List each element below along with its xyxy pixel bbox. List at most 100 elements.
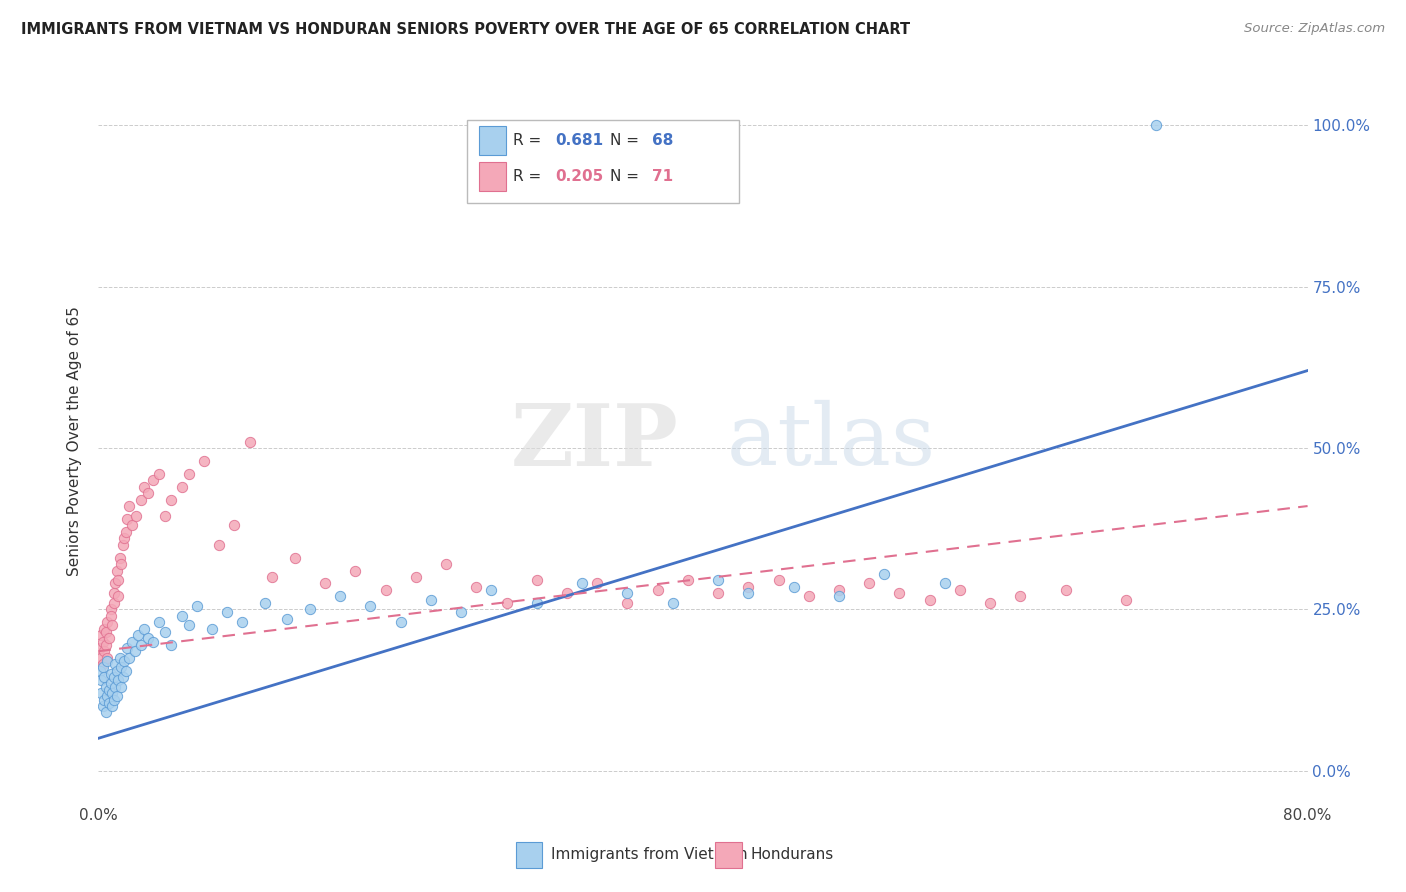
Point [142, 473, 165, 487]
Point [160, 492, 183, 507]
Point [450, 606, 472, 620]
Point [91, 634, 114, 648]
Point [797, 590, 820, 604]
Point [93, 644, 115, 658]
Point [586, 576, 609, 591]
Text: 71: 71 [652, 169, 673, 184]
Point [93, 692, 115, 706]
Text: 68: 68 [652, 133, 673, 148]
Text: Hondurans: Hondurans [751, 847, 834, 863]
Point [101, 618, 124, 632]
Point [107, 673, 129, 688]
Point [160, 638, 183, 652]
Point [98, 696, 121, 710]
Point [526, 596, 548, 610]
Point [103, 670, 125, 684]
Point [434, 557, 457, 571]
Point [104, 576, 127, 591]
Point [571, 576, 593, 591]
Point [124, 644, 146, 658]
Point [768, 573, 790, 587]
Point [114, 524, 136, 539]
Point [132, 480, 155, 494]
Point [153, 624, 176, 639]
Point [737, 586, 759, 600]
Point [231, 615, 253, 630]
Point [112, 531, 135, 545]
Point [132, 622, 155, 636]
Point [105, 664, 128, 678]
Point [90, 628, 112, 642]
Point [239, 434, 262, 449]
Point [110, 557, 132, 571]
Point [93, 670, 115, 684]
Bar [516, 842, 543, 868]
Point [858, 576, 880, 591]
Point [100, 666, 122, 681]
Point [100, 676, 122, 690]
Text: Source: ZipAtlas.com: Source: ZipAtlas.com [1244, 22, 1385, 36]
Point [100, 602, 122, 616]
Point [1010, 590, 1032, 604]
Point [115, 640, 138, 655]
Point [201, 622, 224, 636]
Point [98, 632, 121, 646]
Point [676, 573, 699, 587]
Point [828, 582, 851, 597]
Point [112, 654, 135, 668]
Point [262, 570, 284, 584]
Bar [479, 162, 506, 191]
Point [329, 590, 352, 604]
Text: N =: N = [610, 169, 644, 184]
Point [481, 582, 503, 597]
Point [91, 657, 114, 672]
Point [104, 657, 127, 672]
Point [104, 680, 127, 694]
Point [101, 686, 124, 700]
Point [121, 518, 143, 533]
Point [783, 580, 806, 594]
Point [389, 615, 412, 630]
Point [118, 499, 141, 513]
Point [94, 638, 117, 652]
Point [1115, 592, 1137, 607]
Point [136, 632, 159, 646]
Point [616, 586, 638, 600]
Text: IMMIGRANTS FROM VIETNAM VS HONDURAN SENIORS POVERTY OVER THE AGE OF 65 CORRELATI: IMMIGRANTS FROM VIETNAM VS HONDURAN SENI… [21, 22, 910, 37]
Point [299, 602, 322, 616]
Point [224, 518, 246, 533]
Point [179, 618, 201, 632]
Point [284, 550, 307, 565]
Point [737, 580, 759, 594]
Point [170, 480, 193, 494]
Point [979, 596, 1001, 610]
Point [193, 454, 215, 468]
Point [465, 580, 488, 594]
Point [91, 699, 114, 714]
Point [526, 573, 548, 587]
Point [91, 660, 114, 674]
Point [148, 615, 170, 630]
Point [707, 573, 730, 587]
Point [100, 608, 122, 623]
Point [108, 650, 131, 665]
Point [114, 664, 136, 678]
Point [828, 590, 851, 604]
Point [101, 699, 124, 714]
Point [94, 624, 117, 639]
Point [115, 512, 138, 526]
Text: 0.205: 0.205 [555, 169, 603, 184]
Text: R =: R = [513, 133, 547, 148]
Point [90, 650, 112, 665]
Point [616, 596, 638, 610]
Point [873, 566, 896, 581]
Y-axis label: Seniors Poverty Over the Age of 65: Seniors Poverty Over the Age of 65 [67, 307, 83, 576]
Point [105, 690, 128, 704]
Point [90, 686, 112, 700]
Point [661, 596, 683, 610]
Point [495, 596, 517, 610]
Point [110, 660, 132, 674]
Point [420, 592, 443, 607]
Point [93, 622, 115, 636]
Text: R =: R = [513, 169, 547, 184]
